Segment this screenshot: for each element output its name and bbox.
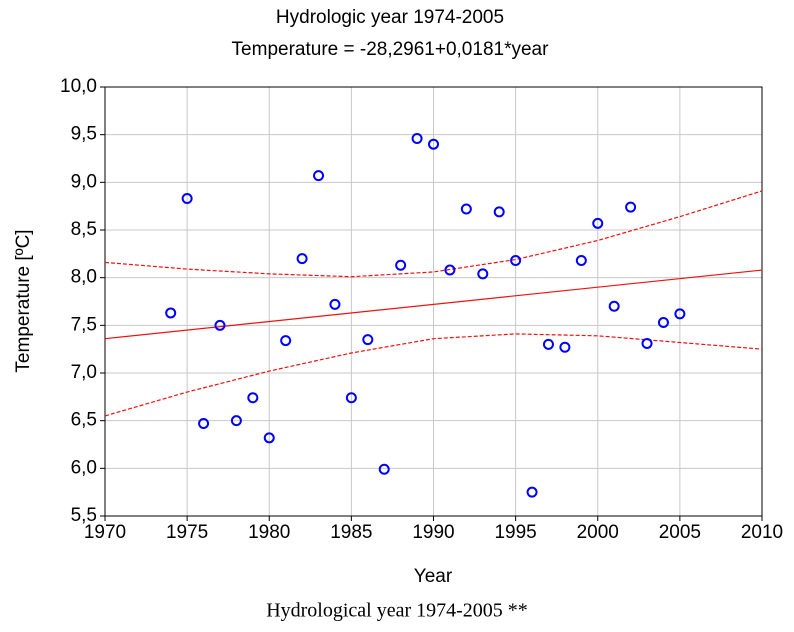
- y-tick-label: 8,5: [71, 219, 97, 240]
- data-point: [214, 319, 226, 331]
- data-point: [641, 337, 653, 349]
- y-tick-label: 8,0: [71, 267, 97, 288]
- data-point: [477, 268, 489, 280]
- data-point: [625, 201, 637, 213]
- caption: Hydrological year 1974-2005 **: [266, 600, 528, 622]
- data-point: [345, 392, 357, 404]
- data-point: [411, 132, 423, 144]
- confidence-band-lower: [104, 333, 763, 417]
- x-tick-label: 2005: [659, 522, 701, 543]
- y-tick-label: 6,0: [71, 457, 97, 478]
- x-tick-label: 1980: [248, 522, 290, 543]
- y-tick-label: 9,5: [71, 124, 97, 145]
- y-tick-label: 7,0: [71, 362, 97, 383]
- x-tick-label: 1995: [494, 522, 536, 543]
- x-tick-label: 2000: [577, 522, 619, 543]
- data-point: [444, 264, 456, 276]
- data-point: [313, 170, 325, 182]
- chart-subtitle: Temperature = -28,2961+0,0181*year: [232, 39, 550, 60]
- data-point: [674, 308, 686, 320]
- data-point: [378, 463, 390, 475]
- regression-line: [104, 269, 763, 340]
- data-point: [526, 486, 538, 498]
- data-point: [428, 138, 439, 150]
- data-point: [395, 259, 407, 271]
- chart-title: Hydrologic year 1974-2005: [276, 7, 504, 28]
- data-point: [181, 193, 193, 205]
- confidence-band-upper: [104, 190, 763, 278]
- plot-frame: [104, 86, 763, 517]
- data-point: [460, 203, 472, 215]
- data-point: [657, 316, 669, 328]
- data-point: [575, 255, 587, 267]
- y-tick-label: 9,0: [71, 171, 97, 192]
- y-tick-label: 7,5: [71, 314, 97, 335]
- x-tick-label: 1975: [166, 522, 208, 543]
- data-point: [165, 307, 177, 319]
- x-axis-label: Year: [414, 566, 453, 587]
- data-point: [559, 341, 571, 353]
- y-tick-label: 10,0: [60, 76, 97, 97]
- data-point: [493, 206, 505, 218]
- data-point: [510, 255, 522, 267]
- y-tick-label: 6,5: [71, 410, 97, 431]
- y-axis-label: Temperature [ºC]: [13, 229, 34, 372]
- data-point: [198, 418, 210, 430]
- data-point: [296, 253, 308, 265]
- x-tick-label: 1970: [84, 522, 126, 543]
- x-tick-label: 1985: [330, 522, 372, 543]
- data-point: [608, 300, 620, 312]
- data-point: [263, 432, 275, 444]
- data-point: [329, 298, 341, 310]
- data-point: [230, 415, 242, 427]
- y-tick-label: 5,5: [71, 505, 97, 526]
- data-point: [247, 392, 259, 404]
- data-point: [362, 334, 374, 346]
- x-tick-label: 2010: [741, 522, 783, 543]
- x-tick-label: 1990: [412, 522, 454, 543]
- data-point: [592, 217, 604, 229]
- data-point: [542, 338, 554, 350]
- data-point: [280, 335, 292, 347]
